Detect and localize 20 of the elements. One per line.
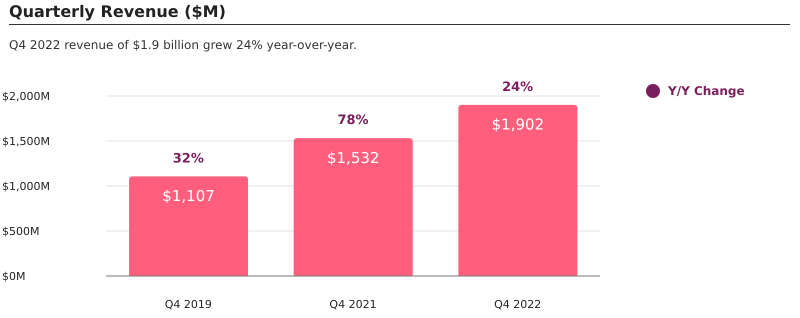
y-tick-label: $0M [2,270,26,283]
y-tick-label: $500M [2,224,40,238]
x-tick-label: Q4 2021 [329,298,377,311]
bar [458,104,578,276]
data-label: $1,532 [326,148,380,167]
y-tick-label: $1,000M [2,180,50,193]
data-label: $1,107 [162,187,215,206]
bar [129,176,248,276]
annotation: 32% [172,151,204,166]
x-tick-label: Q4 2019 [164,298,212,311]
legend-title: Y/Y Change [668,84,745,98]
annotation: 78% [337,113,369,128]
data-label: $1,902 [492,115,544,134]
chart-title: Quarterly Revenue ($M) [9,2,790,25]
x-tick-label: Q4 2022 [494,298,542,311]
y-tick-label: $1,500M [2,134,50,148]
y-tick-label: $2,000M [2,90,50,103]
bar [294,138,413,276]
chart-subtitle: Q4 2022 revenue of $1.9 billion grew 24% year-over-year. [9,38,357,52]
annotation: 24% [502,80,534,95]
